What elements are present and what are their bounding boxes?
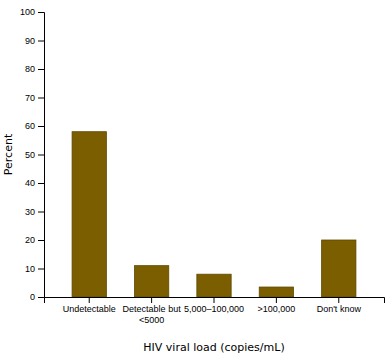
y-tick-label: 10	[25, 264, 35, 274]
y-tick-mark	[38, 12, 44, 13]
y-tick-mark	[38, 212, 44, 213]
x-tick-label: Don't know	[317, 304, 362, 314]
chart: Undetectable Detectable but<50005,000–100…	[0, 0, 392, 361]
y-tick-mark	[38, 69, 44, 70]
x-tick-label: 5,000–100,000	[184, 304, 244, 314]
y-axis-title: Percent	[2, 133, 15, 175]
y-tick-label: 70	[25, 93, 35, 103]
bar	[134, 266, 168, 297]
x-tick-mark	[338, 297, 339, 303]
x-tick: Detectable but<5000	[123, 297, 182, 325]
y-tick: 30	[25, 207, 44, 217]
x-tick: 5,000–100,000	[184, 297, 244, 314]
x-tick: Undetectable	[63, 297, 116, 314]
y-axis-line	[38, 13, 45, 298]
y-tick-label: 20	[25, 235, 35, 245]
plot: Undetectable Detectable but<50005,000–100…	[20, 7, 385, 324]
y-tick-mark	[38, 240, 44, 241]
y-tick: 40	[25, 178, 44, 188]
y-tick: 80	[25, 64, 44, 74]
y-tick-label: 30	[25, 207, 35, 217]
x-tick-mark	[89, 297, 90, 303]
bar	[72, 132, 106, 297]
y-tick-label: 40	[25, 178, 35, 188]
y-tick-mark	[38, 155, 44, 156]
y-tick-label: 90	[25, 36, 35, 46]
y-tick-mark	[38, 297, 44, 298]
x-axis-title: HIV viral load (copies/mL)	[143, 341, 284, 354]
y-tick-label: 50	[25, 150, 35, 160]
y-tick-label: 0	[30, 292, 35, 302]
y-tick: 20	[25, 235, 44, 245]
y-tick-label: 60	[25, 121, 35, 131]
y-tick-mark	[38, 126, 44, 127]
y-tick: 60	[25, 121, 44, 131]
y-tick: 70	[25, 93, 44, 103]
x-tick-label: >100,000	[257, 304, 295, 314]
x-tick-label: Undetectable	[63, 304, 116, 314]
y-tick-label: 80	[25, 64, 35, 74]
bars	[72, 132, 356, 297]
x-tick-mark	[276, 297, 277, 303]
x-tick-mark	[151, 297, 152, 303]
x-tick-mark	[214, 297, 215, 303]
bar	[197, 274, 231, 297]
y-tick: 10	[25, 264, 44, 274]
y-tick: 90	[25, 36, 44, 46]
x-axis: Undetectable Detectable but<50005,000–100…	[45, 297, 385, 325]
y-tick-mark	[38, 183, 44, 184]
x-axis-line	[45, 298, 385, 304]
y-axis: 0 10 20 30 40 50 60 70 80 90 100	[20, 7, 45, 302]
x-tick-label: Detectable but<5000	[123, 304, 182, 324]
bar	[322, 240, 356, 297]
x-tick: >100,000	[257, 297, 295, 314]
x-tick: Don't know	[317, 297, 362, 314]
y-tick-label: 100	[20, 7, 35, 17]
y-tick: 100	[20, 7, 44, 17]
y-tick-mark	[38, 269, 44, 270]
bar	[259, 287, 293, 297]
y-tick-mark	[38, 98, 44, 99]
y-tick: 50	[25, 150, 44, 160]
y-tick-mark	[38, 41, 44, 42]
y-tick: 0	[30, 292, 44, 302]
